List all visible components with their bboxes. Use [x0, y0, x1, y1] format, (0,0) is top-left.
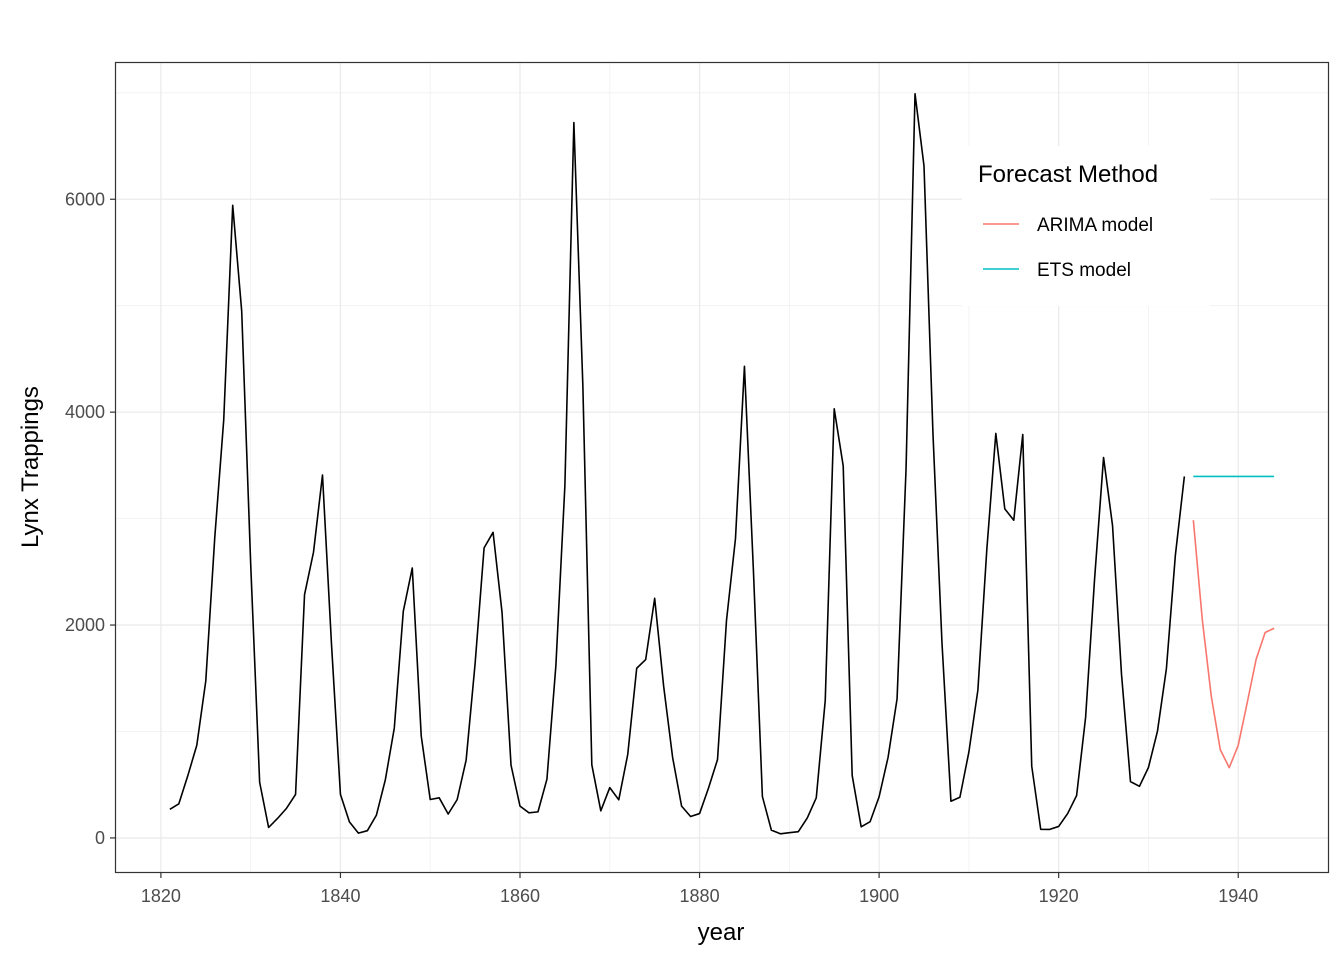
panel-border	[114, 61, 1330, 874]
x-tick-label: 1820	[141, 886, 181, 906]
y-axis-ticks: 0 2000 4000 6000	[65, 189, 116, 848]
grid-major	[116, 63, 1328, 872]
x-tick-label: 1920	[1039, 886, 1079, 906]
y-tick-label: 0	[95, 828, 105, 848]
x-tick-label: 1840	[320, 886, 360, 906]
x-tick-label: 1900	[859, 886, 899, 906]
legend-label-arima: ARIMA model	[1037, 215, 1153, 236]
legend-label-ets: ETS model	[1037, 260, 1131, 281]
x-tick-label: 1860	[500, 886, 540, 906]
x-axis-title: year	[698, 919, 745, 946]
y-tick-label: 6000	[65, 189, 105, 209]
y-tick-label: 4000	[65, 402, 105, 422]
series-line-arima-model	[1192, 520, 1275, 769]
x-tick-label: 1880	[680, 886, 720, 906]
y-axis-title: Lynx Trappings	[17, 386, 44, 548]
legend: Forecast Method ARIMA model ETS model	[962, 146, 1210, 306]
x-axis-ticks: 1820 1840 1860 1880 1900 1920 1940	[141, 872, 1258, 906]
legend-title: Forecast Method	[978, 161, 1158, 188]
series-line-observed	[169, 92, 1186, 835]
x-tick-label: 1940	[1218, 886, 1258, 906]
series-layer	[169, 92, 1275, 835]
y-tick-label: 2000	[65, 615, 105, 635]
legend-background	[962, 146, 1210, 306]
